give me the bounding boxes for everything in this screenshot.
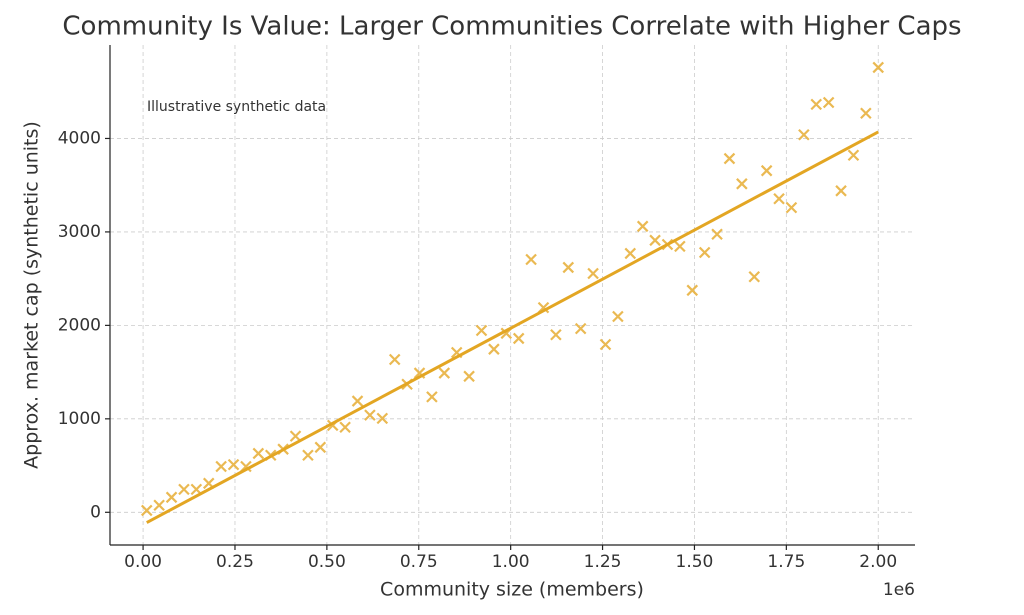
- scatter-marker: [736, 178, 748, 190]
- y-tick-label: 4000: [58, 128, 101, 148]
- x-tick-label: 1.50: [676, 552, 714, 572]
- scatter-marker: [351, 395, 364, 407]
- x-tick-label: 0.75: [400, 552, 438, 572]
- scatter-marker: [860, 107, 872, 120]
- scatter-marker: [562, 261, 575, 274]
- scatter-marker: [140, 504, 153, 517]
- scatter-marker: [165, 491, 178, 504]
- scatter-marker: [388, 353, 401, 366]
- scatter-marker: [574, 322, 587, 335]
- annotation: Illustrative synthetic data: [147, 99, 326, 115]
- scatter-marker: [798, 128, 810, 141]
- x-tick-label: 1.00: [492, 552, 530, 572]
- scatter-marker: [438, 367, 451, 379]
- scatter-marker: [636, 220, 649, 233]
- scatter-marker: [698, 246, 711, 259]
- scatter-marker: [289, 430, 302, 442]
- scatter-marker: [587, 267, 599, 280]
- scatter-marker: [822, 96, 835, 109]
- scatter-marker: [624, 247, 637, 260]
- scatter-marker: [711, 228, 723, 241]
- scatter-marker: [488, 343, 500, 355]
- scatter-marker: [252, 447, 265, 460]
- x-tick-label: 1.75: [767, 552, 805, 572]
- scatter-marker: [550, 328, 562, 341]
- scatter-marker: [512, 332, 525, 345]
- y-tick-label: 0: [90, 502, 101, 522]
- scatter-marker: [153, 499, 165, 512]
- x-tick-label: 0.50: [308, 552, 346, 572]
- x-axis-label: Community size (members): [380, 579, 644, 601]
- scatter-marker: [835, 185, 847, 197]
- x-tick-label: 1.25: [584, 552, 622, 572]
- scatter-marker: [302, 449, 314, 462]
- scatter-marker: [463, 370, 475, 383]
- x-tick-label: 0.00: [124, 552, 162, 572]
- scatter-marker: [748, 270, 761, 283]
- scatter-marker: [599, 338, 612, 351]
- scatter-marker: [376, 412, 389, 425]
- chart-title: Community Is Value: Larger Communities C…: [62, 12, 961, 42]
- scatter-marker: [314, 441, 327, 454]
- scatter-marker: [847, 149, 860, 162]
- scatter-marker: [178, 483, 190, 496]
- scatter-marker: [612, 310, 624, 323]
- scatter-marker: [475, 324, 488, 337]
- x-offset-label: 1e6: [883, 580, 915, 600]
- scatter-marker: [773, 192, 785, 205]
- scatter-marker: [364, 409, 376, 421]
- y-tick-label: 1000: [58, 409, 101, 429]
- scatter-marker: [649, 234, 661, 247]
- scatter-marker: [339, 421, 351, 434]
- y-tick-label: 3000: [58, 222, 101, 242]
- x-tick-label: 0.25: [216, 552, 254, 572]
- scatter-marker: [760, 164, 773, 177]
- scatter-marker: [872, 61, 885, 74]
- scatter-marker: [810, 98, 823, 111]
- scatter-marker: [426, 391, 438, 403]
- scatter-marker: [686, 284, 699, 297]
- scatter-marker: [785, 201, 798, 214]
- scatter-marker: [525, 253, 537, 266]
- scatter-marker: [227, 458, 240, 471]
- y-tick-label: 2000: [58, 315, 101, 335]
- fit-line: [146, 130, 879, 524]
- y-axis-label: Approx. market cap (synthetic units): [21, 121, 43, 469]
- scatter-marker: [674, 240, 686, 253]
- scatter-marker: [723, 152, 736, 165]
- scatter-marker: [215, 460, 227, 473]
- x-tick-label: 2.00: [859, 552, 897, 572]
